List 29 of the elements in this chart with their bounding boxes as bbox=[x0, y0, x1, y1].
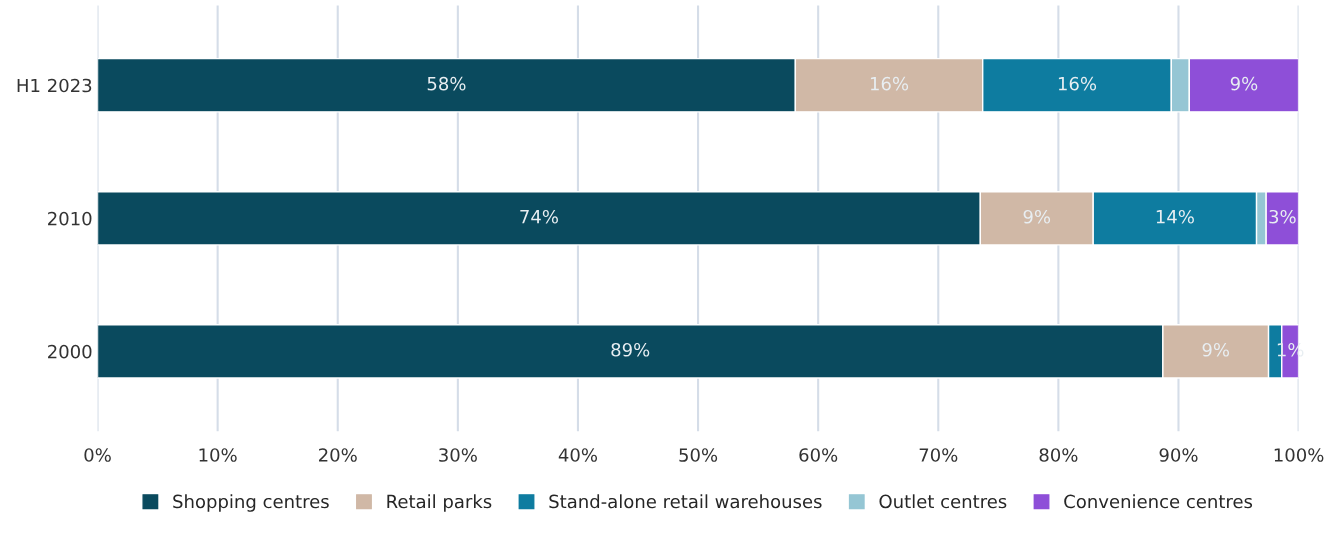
x-tick-label: 40% bbox=[558, 448, 598, 462]
data-label: 14% bbox=[1156, 209, 1194, 224]
legend-label: Shopping centres bbox=[173, 494, 329, 512]
x-tick-label: 100% bbox=[1274, 448, 1324, 462]
data-label: 3% bbox=[1269, 209, 1296, 224]
legend-label: Retail parks bbox=[387, 494, 492, 512]
y-tick-label: H1 2023 bbox=[17, 78, 92, 93]
x-tick-label: 70% bbox=[919, 448, 958, 462]
x-tick-label: 90% bbox=[1159, 448, 1198, 462]
y-tick-label: 2000 bbox=[48, 344, 92, 359]
data-label: 74% bbox=[520, 209, 558, 224]
data-label: 58% bbox=[427, 76, 466, 91]
legend-label: Convenience centres bbox=[1064, 494, 1253, 509]
y-tick-label: 2010 bbox=[48, 211, 92, 226]
x-tick-label: 60% bbox=[799, 448, 838, 462]
data-label: 16% bbox=[1058, 76, 1097, 91]
data-label: 89% bbox=[611, 342, 650, 357]
data-label: 9% bbox=[1023, 209, 1051, 224]
x-tick-label: 50% bbox=[679, 448, 718, 462]
x-tick-label: 0% bbox=[84, 448, 111, 462]
legend-label: Stand-alone retail warehouses bbox=[549, 494, 822, 509]
data-label: 9% bbox=[1202, 342, 1230, 357]
x-tick-label: 10% bbox=[199, 448, 237, 462]
x-tick-label: 80% bbox=[1039, 448, 1078, 462]
x-tick-label: 30% bbox=[439, 448, 477, 462]
legend-label: Outlet centres bbox=[879, 494, 1007, 509]
data-label: 16% bbox=[870, 76, 909, 91]
data-label: 9% bbox=[1230, 76, 1258, 91]
x-tick-label: 20% bbox=[319, 448, 357, 462]
